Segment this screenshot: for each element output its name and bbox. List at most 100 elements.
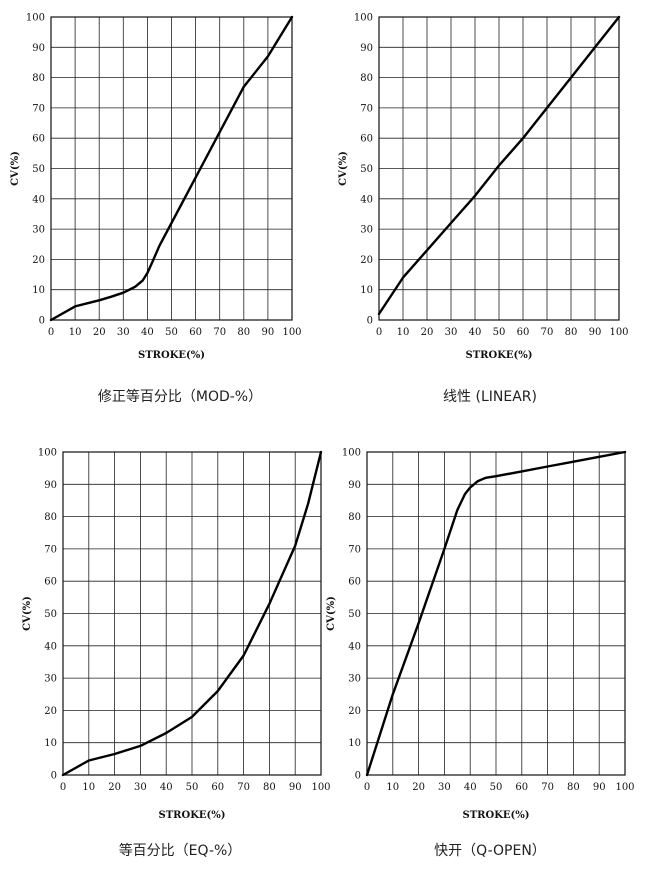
- y-tick-label: 10: [44, 738, 57, 749]
- x-tick-label: 100: [609, 327, 628, 338]
- y-tick-label: 100: [26, 13, 45, 24]
- caption-quick-open: 快开（Q-OPEN）: [434, 843, 546, 859]
- x-tick-label: 60: [515, 782, 528, 793]
- x-tick-label: 80: [565, 327, 578, 338]
- y-axis-label: CV(%): [10, 151, 21, 186]
- x-tick-label: 0: [60, 782, 66, 793]
- y-tick-label: 30: [32, 225, 45, 236]
- x-tick-label: 100: [311, 782, 330, 793]
- y-tick-label: 90: [44, 480, 57, 491]
- y-tick-label: 10: [360, 285, 373, 296]
- y-tick-label: 100: [38, 448, 57, 459]
- y-tick-label: 90: [348, 480, 361, 491]
- x-tick-label: 70: [237, 782, 250, 793]
- x-tick-label: 80: [567, 782, 580, 793]
- y-tick-label: 40: [32, 194, 45, 205]
- plot-frame: [62, 451, 322, 776]
- x-tick-label: 40: [469, 327, 482, 338]
- x-axis-label: STROKE(%): [138, 350, 205, 361]
- y-tick-label: 30: [44, 674, 57, 685]
- y-tick-label: 50: [348, 609, 361, 620]
- y-tick-label: 70: [360, 103, 373, 114]
- y-tick-label: 10: [32, 285, 45, 296]
- y-tick-label: 90: [32, 43, 45, 54]
- x-tick-label: 90: [589, 327, 602, 338]
- x-tick-label: 10: [69, 327, 82, 338]
- y-tick-label: 0: [367, 316, 373, 327]
- y-tick-label: 80: [32, 73, 45, 84]
- y-tick-label: 100: [342, 448, 361, 459]
- x-tick-label: 30: [117, 327, 130, 338]
- x-tick-label: 40: [141, 327, 154, 338]
- y-tick-label: 80: [348, 512, 361, 523]
- y-axis-label: CV(%): [338, 151, 349, 186]
- y-tick-label: 70: [348, 544, 361, 555]
- y-tick-label: 100: [354, 13, 373, 24]
- x-tick-label: 30: [445, 327, 458, 338]
- x-tick-label: 20: [93, 327, 106, 338]
- x-tick-label: 10: [386, 782, 399, 793]
- y-tick-label: 10: [348, 738, 361, 749]
- y-axis-label: CV(%): [22, 596, 33, 631]
- x-tick-label: 90: [289, 782, 302, 793]
- x-tick-label: 0: [364, 782, 370, 793]
- y-tick-label: 70: [32, 103, 45, 114]
- x-tick-label: 40: [160, 782, 173, 793]
- y-tick-label: 50: [32, 164, 45, 175]
- plot-frame: [366, 451, 626, 776]
- x-tick-label: 90: [262, 327, 275, 338]
- y-tick-label: 40: [44, 641, 57, 652]
- x-tick-label: 60: [189, 327, 202, 338]
- x-tick-label: 70: [541, 327, 554, 338]
- y-tick-label: 60: [32, 134, 45, 145]
- x-tick-label: 20: [421, 327, 434, 338]
- series-line: [49, 15, 294, 322]
- plot-frame: [50, 16, 293, 321]
- x-tick-label: 30: [134, 782, 147, 793]
- y-tick-label: 20: [360, 255, 373, 266]
- x-tick-label: 100: [615, 782, 634, 793]
- series-line: [365, 450, 627, 777]
- y-tick-label: 50: [44, 609, 57, 620]
- x-tick-label: 50: [186, 782, 199, 793]
- x-tick-label: 80: [263, 782, 276, 793]
- caption-mod-percent: 修正等百分比（MOD-%）: [97, 389, 263, 405]
- y-tick-label: 0: [39, 316, 45, 327]
- y-axis-label: CV(%): [326, 596, 337, 631]
- y-tick-label: 0: [355, 771, 361, 782]
- y-tick-label: 0: [51, 771, 57, 782]
- x-tick-label: 50: [165, 327, 178, 338]
- x-tick-label: 70: [541, 782, 554, 793]
- y-tick-label: 40: [348, 641, 361, 652]
- series-line: [61, 450, 323, 777]
- y-tick-label: 40: [360, 194, 373, 205]
- y-tick-label: 50: [360, 164, 373, 175]
- caption-eq-percent: 等百分比（EQ-%）: [118, 843, 242, 859]
- x-tick-label: 30: [438, 782, 451, 793]
- x-tick-label: 60: [211, 782, 224, 793]
- x-tick-label: 40: [464, 782, 477, 793]
- x-tick-label: 60: [517, 327, 530, 338]
- y-tick-label: 20: [32, 255, 45, 266]
- x-tick-label: 50: [493, 327, 506, 338]
- series-line: [377, 15, 621, 316]
- y-tick-label: 60: [360, 134, 373, 145]
- x-axis-label: STROKE(%): [466, 350, 533, 361]
- x-tick-label: 70: [213, 327, 226, 338]
- x-tick-label: 100: [282, 327, 301, 338]
- x-tick-label: 20: [108, 782, 121, 793]
- caption-linear: 线性 (LINEAR): [443, 389, 537, 405]
- x-tick-label: 10: [82, 782, 95, 793]
- y-tick-label: 20: [44, 706, 57, 717]
- x-tick-label: 90: [593, 782, 606, 793]
- x-axis-label: STROKE(%): [159, 810, 226, 821]
- y-tick-label: 30: [360, 225, 373, 236]
- x-tick-label: 80: [237, 327, 250, 338]
- y-tick-label: 30: [348, 674, 361, 685]
- y-tick-label: 60: [348, 577, 361, 588]
- y-tick-label: 70: [44, 544, 57, 555]
- y-tick-label: 80: [44, 512, 57, 523]
- x-tick-label: 0: [48, 327, 54, 338]
- x-axis-label: STROKE(%): [463, 810, 530, 821]
